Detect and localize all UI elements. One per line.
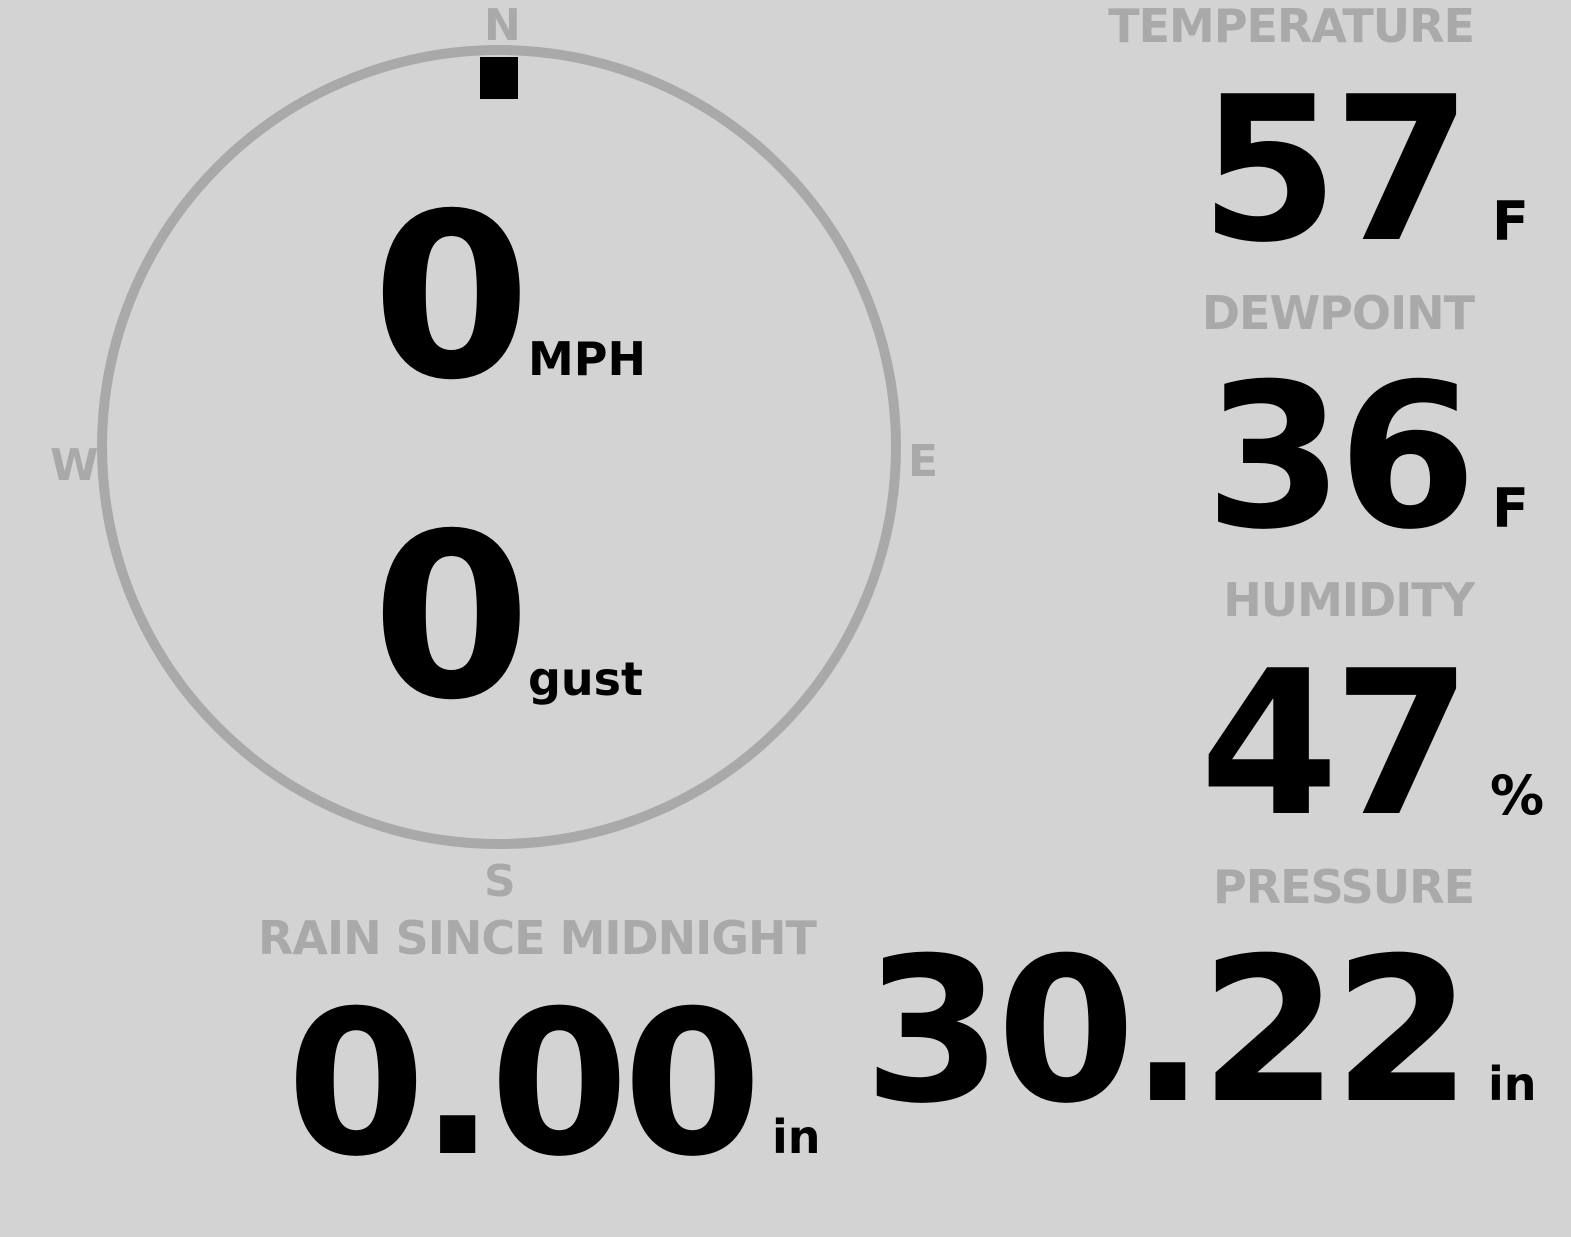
wind-speed-value: 0 bbox=[372, 164, 531, 430]
temperature-value: 57 bbox=[1199, 54, 1472, 287]
humidity-unit: % bbox=[1490, 764, 1545, 827]
rain-value: 0.00 bbox=[286, 968, 762, 1201]
dewpoint-value: 36 bbox=[1204, 341, 1477, 574]
temperature-unit: F bbox=[1492, 190, 1529, 253]
compass-west-label: W bbox=[50, 440, 99, 491]
temperature-label: TEMPERATURE bbox=[1108, 0, 1475, 53]
compass-south-label: S bbox=[484, 856, 516, 907]
humidity-value: 47 bbox=[1199, 628, 1472, 861]
wind-gust-value: 0 bbox=[372, 484, 531, 750]
dewpoint-unit: F bbox=[1492, 477, 1529, 540]
pressure-label: PRESSURE bbox=[1213, 860, 1475, 914]
rain-label: RAIN SINCE MIDNIGHT bbox=[258, 911, 817, 965]
humidity-label: HUMIDITY bbox=[1223, 573, 1475, 627]
compass-north-label: N bbox=[484, 0, 521, 51]
wind-speed-unit: MPH bbox=[528, 332, 646, 386]
dewpoint-label: DEWPOINT bbox=[1201, 286, 1475, 340]
pressure-unit: in bbox=[1488, 1057, 1537, 1111]
pressure-value: 30.22 bbox=[863, 915, 1472, 1148]
wind-compass bbox=[97, 45, 901, 849]
wind-gust-unit: gust bbox=[528, 652, 644, 706]
wind-direction-marker bbox=[480, 57, 518, 99]
compass-ring bbox=[97, 45, 901, 849]
compass-east-label: E bbox=[908, 436, 939, 487]
rain-unit: in bbox=[772, 1110, 821, 1164]
